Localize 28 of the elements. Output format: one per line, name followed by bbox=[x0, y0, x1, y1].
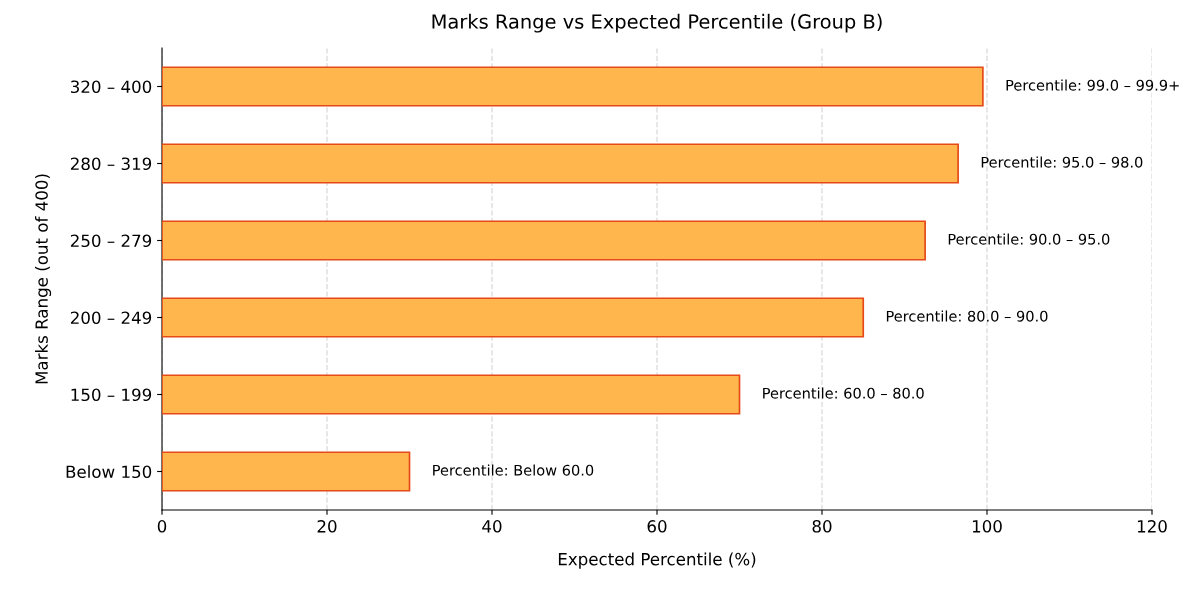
y-tick-label: 200 – 249 bbox=[70, 311, 152, 325]
y-tick-label: 280 – 319 bbox=[70, 157, 152, 171]
y-axis-title: Marks Range (out of 400) bbox=[35, 174, 52, 384]
bar bbox=[162, 220, 926, 261]
chart-title: Marks Range vs Expected Percentile (Group B) bbox=[432, 13, 882, 33]
bar bbox=[162, 374, 741, 415]
x-tick-label: 40 bbox=[482, 520, 502, 533]
x-tick-label: 20 bbox=[317, 520, 337, 533]
data-label: Percentile: 90.0 – 95.0 bbox=[948, 233, 1110, 245]
data-label: Percentile: 60.0 – 80.0 bbox=[763, 387, 924, 399]
y-tick-label: 150 – 199 bbox=[71, 388, 152, 402]
bar bbox=[162, 451, 411, 492]
y-tick-label: Below 150 bbox=[66, 465, 152, 479]
bar bbox=[162, 297, 865, 338]
x-tick-label: 100 bbox=[972, 520, 1002, 533]
x-tick-label: 60 bbox=[647, 520, 667, 533]
data-label: Percentile: 99.0 – 99.9+ bbox=[1006, 79, 1179, 91]
x-axis-title: Expected Percentile (%) bbox=[558, 552, 756, 569]
data-label: Percentile: 80.0 – 90.0 bbox=[886, 310, 1048, 322]
bar bbox=[162, 66, 984, 107]
y-tick-label: 250 – 279 bbox=[70, 234, 152, 248]
x-tick-label: 0 bbox=[157, 520, 167, 533]
data-label: Percentile: 95.0 – 98.0 bbox=[981, 156, 1143, 168]
y-tick-label: 320 – 400 bbox=[71, 80, 152, 94]
bar bbox=[162, 143, 959, 184]
data-label: Percentile: Below 60.0 bbox=[433, 464, 594, 476]
x-tick-label: 120 bbox=[1137, 520, 1167, 533]
x-tick-label: 80 bbox=[812, 520, 832, 533]
